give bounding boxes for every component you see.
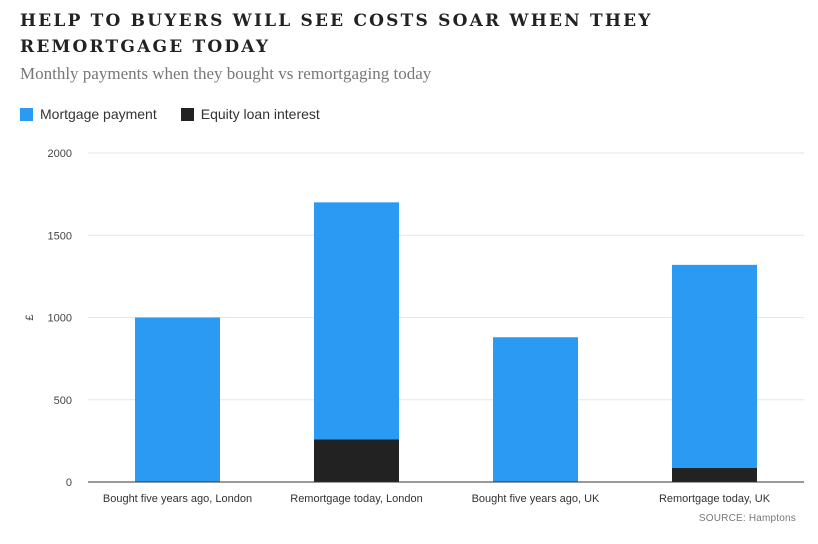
chart-title: HELP TO BUYERS WILL SEE COSTS SOAR WHEN …: [20, 11, 653, 57]
y-tick-label: 2000: [48, 148, 72, 160]
x-tick-label: Bought five years ago, London: [103, 493, 252, 505]
legend-label-mortgage: Mortgage payment: [40, 106, 157, 122]
y-tick-label: 500: [54, 395, 72, 407]
equity-loan-bar: [672, 468, 757, 482]
legend-item-mortgage: Mortgage payment: [20, 106, 157, 122]
x-tick-label: Remortgage today, London: [290, 493, 423, 505]
mortgage-bar: [493, 337, 578, 482]
equity-loan-bar: [314, 439, 399, 482]
legend-label-equity: Equity loan interest: [200, 106, 320, 122]
x-tick-label: Bought five years ago, UK: [472, 493, 600, 505]
y-axis-label: £: [24, 314, 36, 320]
legend-swatch-mortgage: [20, 107, 33, 121]
mortgage-bar: [135, 317, 220, 482]
legend-swatch-equity: [180, 107, 194, 121]
source-note: SOURCE: Hamptons: [698, 513, 796, 524]
y-tick-label: 0: [66, 477, 72, 489]
legend-item-equity: Equity loan interest: [180, 106, 320, 122]
chart-subtitle: Monthly payments when they bought vs rem…: [20, 64, 432, 83]
mortgage-bar: [672, 264, 757, 469]
legend: Mortgage payment Equity loan interest: [20, 106, 344, 122]
mortgage-bar: [314, 202, 399, 440]
x-tick-label: Remortgage today, UK: [659, 493, 771, 505]
y-tick-label: 1500: [48, 230, 72, 242]
y-tick-label: 1000: [48, 313, 72, 325]
